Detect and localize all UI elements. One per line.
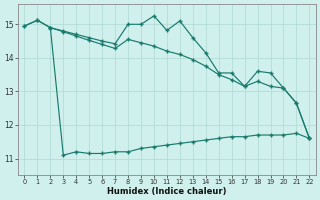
X-axis label: Humidex (Indice chaleur): Humidex (Indice chaleur) [107,187,227,196]
